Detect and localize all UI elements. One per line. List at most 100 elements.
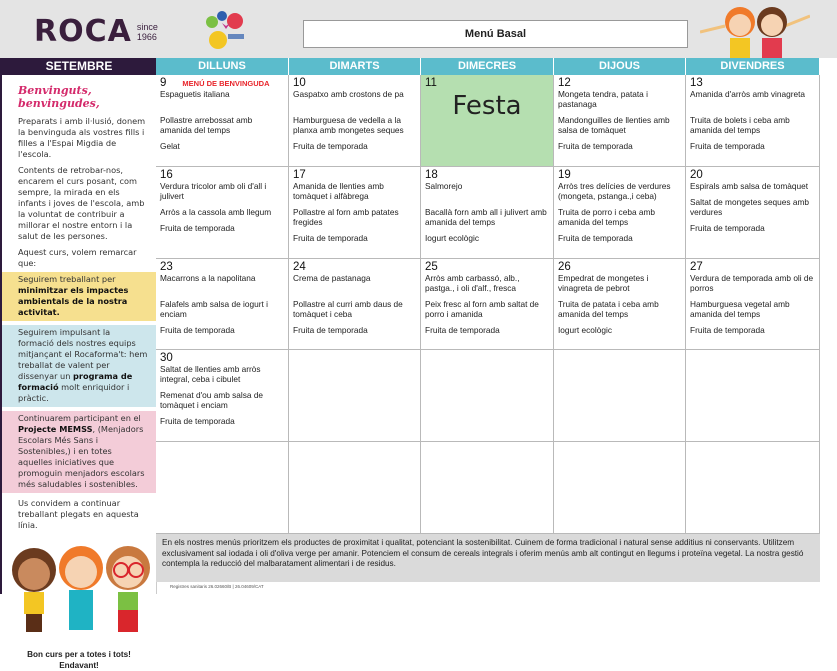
dish: Amanida de llenties amb tomàquet i alfàb… bbox=[293, 181, 384, 201]
day-cell: 13 Amanida d'arròs amb vinagreta Truita de… bbox=[686, 75, 820, 167]
day-number: 26 bbox=[558, 261, 571, 273]
dish: Espaguetis italiana bbox=[160, 89, 230, 99]
dish: Remenat d'ou amb salsa de tomàquet i enc… bbox=[160, 390, 264, 410]
day-cell: 24 Crema de pastanaga Pollastre al curri … bbox=[289, 259, 421, 350]
dish: Verdura de temporada amb oli de porros bbox=[690, 273, 814, 293]
day-number: 20 bbox=[690, 169, 703, 181]
dish: Hamburguesa vegetal amb amanida del temp… bbox=[690, 299, 790, 319]
day-cell bbox=[156, 442, 289, 534]
dish: Arròs amb carbassó, alb., pastga., i oli… bbox=[425, 273, 520, 293]
dish: Fruita de temporada bbox=[160, 223, 235, 233]
dish: Fruita de temporada bbox=[160, 325, 235, 335]
day-cell bbox=[289, 442, 421, 534]
intro-text: Preparats i amb il·lusió, donem la benvi… bbox=[18, 116, 146, 159]
dish: Fruita de temporada bbox=[690, 141, 765, 151]
day-cell: 30 Saltat de llenties amb arròs integral,… bbox=[156, 350, 289, 442]
dish: Saltat de llenties amb arròs integral, c… bbox=[160, 364, 261, 384]
day-header-dilluns: DILLUNS bbox=[156, 58, 289, 75]
dish: Truita de patata i ceba amb amanida del … bbox=[558, 299, 659, 319]
dish: Gelat bbox=[160, 141, 180, 151]
day-number: 18 bbox=[425, 169, 438, 181]
highlight-training: Seguirem impulsant la formació dels nost… bbox=[2, 325, 156, 407]
day-header-dijous: DIJOUS bbox=[554, 58, 686, 75]
day-cell: 10 Gaspatxo amb crostons de pa Hamburguesa… bbox=[289, 75, 421, 167]
day-number: 27 bbox=[690, 261, 703, 273]
farewell-text: Bon curs per a totes i tots! Endavant! bbox=[27, 650, 131, 670]
day-cell: 11 Festa bbox=[421, 75, 554, 167]
dish: Arròs a la cassola amb llegum bbox=[160, 207, 272, 217]
day-number: 25 bbox=[425, 261, 438, 273]
hands-logo bbox=[206, 11, 244, 49]
day-cell: 16 Verdura tricolor amb oli d'all i juliv… bbox=[156, 167, 289, 259]
kids-illustration bbox=[700, 7, 810, 58]
dish: Hamburguesa de vedella a la planxa amb m… bbox=[293, 115, 404, 135]
dish: Fruita de temporada bbox=[425, 325, 500, 335]
day-number: 12 bbox=[558, 77, 571, 89]
dish: Pollastre arrebossat amb amanida del tem… bbox=[160, 115, 253, 135]
day-number: 23 bbox=[160, 261, 173, 273]
dish: Falafels amb salsa de iogurt i enciam bbox=[160, 299, 268, 319]
dish: Fruita de temporada bbox=[558, 141, 633, 151]
dish: Amanida d'arròs amb vinagreta bbox=[690, 89, 806, 99]
dish: Fruita de temporada bbox=[160, 416, 235, 426]
day-cell: 12 Mongeta tendra, patata i pastanaga Mand… bbox=[554, 75, 686, 167]
welcome-heading: Benvinguts, benvingudes, bbox=[18, 84, 100, 110]
day-number: 9 bbox=[160, 77, 167, 89]
dish: Saltat de mongetes seques amb verdures bbox=[690, 197, 809, 217]
dish: Espirals amb salsa de tomàquet bbox=[690, 181, 809, 191]
dish: Crema de pastanaga bbox=[293, 273, 371, 283]
dish: Empedrat de mongetes i vinagreta de pebr… bbox=[558, 273, 649, 293]
dish: Fruita de temporada bbox=[293, 141, 368, 151]
day-cell: 9 MENÚ DE BENVINGUDA Espaguetis italiana Po… bbox=[156, 75, 289, 167]
dish: Bacallà forn amb all i julivert amb aman… bbox=[425, 207, 547, 227]
dish: Iogurt ecològic bbox=[558, 325, 612, 335]
day-cell bbox=[686, 442, 820, 534]
day-cell: 27 Verdura de temporada amb oli de porros… bbox=[686, 259, 820, 350]
day-number: 24 bbox=[293, 261, 306, 273]
dish: Mongeta tendra, patata i pastanaga bbox=[558, 89, 648, 109]
dish: Arròs tres delícies de verdures (mongeta… bbox=[558, 181, 671, 201]
children-illustration bbox=[12, 546, 150, 632]
month-label: SETEMBRE bbox=[2, 58, 156, 75]
day-number: 10 bbox=[293, 77, 306, 89]
highlight-environment: Seguirem treballant per minimitzar els i… bbox=[2, 272, 156, 321]
closing-text: Us convidem a continuar treballant plega… bbox=[18, 498, 139, 530]
day-header-divendres: DIVENDRES bbox=[686, 58, 820, 75]
dish: Salmorejo bbox=[425, 181, 463, 191]
sidebar: SETEMBRE Benvinguts, benvingudes, Prepar… bbox=[0, 58, 157, 670]
day-number: 30 bbox=[160, 352, 173, 364]
day-cell bbox=[554, 442, 686, 534]
day-cell bbox=[421, 442, 554, 534]
day-number: 16 bbox=[160, 169, 173, 181]
footer-note: En els nostres menús prioritzem els prod… bbox=[156, 534, 820, 582]
dish: Fruita de temporada bbox=[293, 233, 368, 243]
day-cell bbox=[421, 350, 554, 442]
day-cell: 25 Arròs amb carbassó, alb., pastga., i o… bbox=[421, 259, 554, 350]
day-number: 11 bbox=[425, 77, 437, 89]
day-cell: 17 Amanida de llenties amb tomàquet i alf… bbox=[289, 167, 421, 259]
day-number: 13 bbox=[690, 77, 703, 89]
day-cell: 23 Macarrons a la napolitana Falafels amb … bbox=[156, 259, 289, 350]
day-cell bbox=[554, 350, 686, 442]
roca-logo: ROCA since 1966 bbox=[34, 14, 158, 49]
intro-text: Aquest curs, volem remarcar que: bbox=[18, 247, 137, 268]
dish: Truita de porro i ceba amb amanida del t… bbox=[558, 207, 655, 227]
dish: Peix fresc al forn amb saltat de porro i… bbox=[425, 299, 539, 319]
day-header-dimecres: DIMECRES bbox=[421, 58, 554, 75]
registry-text: Registres sanitaris 26.02660/B | 26.0460… bbox=[170, 584, 264, 589]
day-header-dimarts: DIMARTS bbox=[289, 58, 421, 75]
intro-text: Contents de retrobar-nos, encarem el cur… bbox=[18, 165, 145, 241]
dish: Pollastre al curri amb daus de tomàquet … bbox=[293, 299, 403, 319]
dish: Mandonguilles de llenties amb salsa de t… bbox=[558, 115, 670, 135]
menu-title: Menú Basal bbox=[303, 20, 688, 48]
dish: Fruita de temporada bbox=[558, 233, 633, 243]
dish: Pollastre al forn amb patates fregides bbox=[293, 207, 399, 227]
day-cell bbox=[686, 350, 820, 442]
dish: Macarrons a la napolitana bbox=[160, 273, 256, 283]
day-cell: 20 Espirals amb salsa de tomàquet Saltat d… bbox=[686, 167, 820, 259]
header: ROCA since 1966 Menú Basal bbox=[0, 0, 837, 58]
day-number: 19 bbox=[558, 169, 571, 181]
day-cell: 19 Arròs tres delícies de verdures (monge… bbox=[554, 167, 686, 259]
day-cell: 26 Empedrat de mongetes i vinagreta de pe… bbox=[554, 259, 686, 350]
welcome-menu-badge: MENÚ DE BENVINGUDA bbox=[182, 79, 270, 88]
